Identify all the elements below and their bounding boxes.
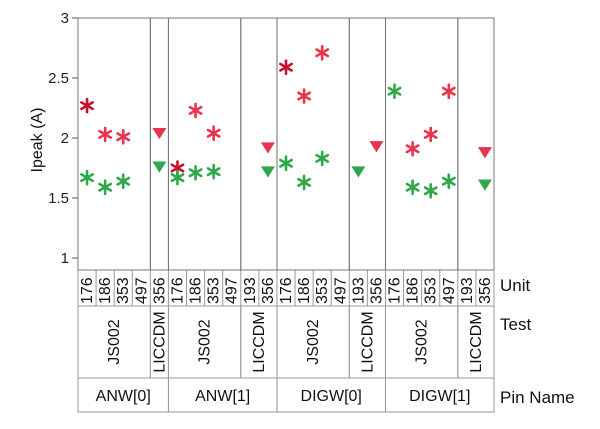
test-panel: [457, 17, 495, 271]
y-tick-label: 2: [61, 130, 69, 147]
test-label: JS002: [305, 319, 322, 364]
unit-label: 497: [332, 277, 349, 304]
point-star: [387, 83, 402, 99]
point-triangle: [152, 127, 167, 140]
row-label-pin: Pin Name: [500, 388, 575, 407]
unit-label: 176: [79, 277, 96, 304]
test-label: JS002: [197, 319, 214, 364]
point-star: [206, 125, 221, 141]
point-star: [297, 88, 312, 104]
unit-label: 356: [260, 277, 277, 304]
point-star: [405, 179, 420, 195]
test-label: JS002: [414, 319, 431, 364]
test-label: LICCDM: [359, 311, 376, 372]
point-triangle: [477, 179, 492, 191]
pin-label: DIGW[1]: [409, 388, 470, 405]
point-triangle: [477, 147, 492, 159]
point-star: [188, 165, 203, 181]
unit-label: 497: [133, 277, 150, 304]
point-star: [297, 174, 312, 191]
point-star: [423, 126, 438, 143]
point-star: [279, 59, 293, 75]
test-label: LICCDM: [251, 311, 268, 372]
y-axis-label: Ipeak (A): [29, 108, 46, 173]
point-star: [315, 44, 330, 61]
y-tick-label: 1: [61, 250, 69, 267]
unit-label: 353: [314, 277, 331, 304]
test-panel: [276, 17, 350, 271]
test-label: LICCDM: [468, 311, 485, 372]
point-star: [98, 179, 113, 195]
unit-label: 176: [278, 277, 295, 304]
unit-label: 353: [206, 277, 223, 304]
point-star: [315, 150, 330, 167]
data-points: [80, 44, 492, 199]
point-triangle: [369, 141, 384, 153]
unit-label: 176: [169, 277, 186, 304]
unit-label: 497: [441, 277, 458, 304]
unit-label: 186: [97, 277, 114, 304]
unit-label: 193: [242, 277, 259, 304]
y-tick-label: 3: [61, 10, 69, 27]
test-panel: [384, 17, 459, 271]
unit-label: 356: [151, 277, 168, 304]
pin-label: ANW[1]: [195, 388, 250, 405]
point-star: [98, 126, 113, 143]
unit-label: 356: [368, 277, 385, 304]
unit-label: 497: [224, 277, 241, 304]
unit-label: 353: [115, 277, 132, 304]
point-star: [423, 183, 438, 199]
point-star: [116, 173, 131, 189]
row-label-test: Test: [500, 315, 531, 334]
unit-label: 356: [477, 277, 494, 304]
point-triangle: [260, 142, 275, 154]
y-axis: 1 1.5 2 2.5 3: [48, 10, 79, 270]
point-star: [405, 141, 420, 157]
test-label: JS002: [106, 319, 123, 364]
test-panel: [77, 17, 151, 271]
point-star: [116, 129, 131, 145]
y-tick-label: 2.5: [48, 70, 69, 87]
point-star: [279, 155, 293, 171]
unit-label: 193: [350, 277, 367, 304]
unit-label: 186: [405, 277, 422, 304]
y-tick-label: 1.5: [48, 190, 69, 207]
point-star: [441, 173, 456, 189]
point-triangle: [152, 161, 167, 173]
test-panel: [167, 17, 242, 271]
point-triangle: [351, 166, 366, 178]
row-label-unit: Unit: [500, 276, 531, 295]
point-star: [441, 83, 456, 99]
unit-label: 186: [188, 277, 205, 304]
point-star: [188, 102, 203, 119]
unit-label: 193: [459, 277, 476, 304]
test-label: LICCDM: [151, 311, 168, 372]
pin-cell: [384, 377, 495, 413]
test-panel: [149, 17, 169, 271]
pin-label: ANW[0]: [96, 388, 151, 405]
point-star: [206, 163, 221, 180]
point-star: [80, 97, 94, 114]
point-triangle: [260, 166, 275, 178]
unit-label: 353: [423, 277, 440, 304]
unit-label: 176: [387, 277, 404, 304]
chart-frames: [77, 17, 495, 413]
point-star: [170, 169, 185, 186]
pin-label: DIGW[0]: [301, 388, 362, 405]
point-star: [80, 169, 94, 186]
unit-label: 186: [296, 277, 313, 304]
